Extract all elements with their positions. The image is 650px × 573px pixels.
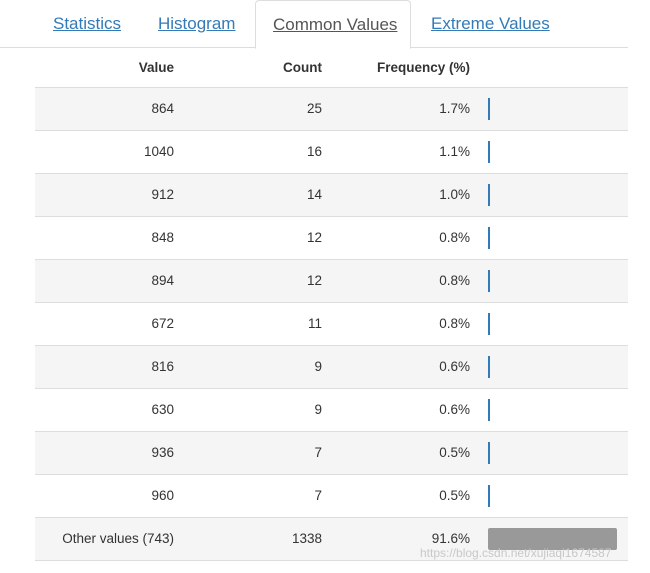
- count-cell: 7: [314, 445, 322, 460]
- frequency-cell: 0.6%: [439, 402, 470, 417]
- tab-common-values[interactable]: Common Values: [255, 0, 411, 49]
- frequency-bar: [488, 98, 490, 120]
- value-cell: 912: [151, 187, 174, 202]
- watermark: https://blog.csdn.net/xujiaqi1674587: [420, 546, 612, 560]
- table-row-other: Other values (743) 1338 91.6%: [35, 518, 628, 561]
- frequency-cell: 0.5%: [439, 445, 470, 460]
- count-cell: 14: [306, 187, 322, 202]
- table-row: 672 11 0.8%: [35, 303, 628, 346]
- value-cell: 894: [151, 273, 174, 288]
- frequency-cell: 0.8%: [439, 230, 470, 245]
- frequency-cell: 0.8%: [439, 316, 470, 331]
- count-cell: 9: [314, 359, 322, 374]
- frequency-cell: 1.1%: [439, 144, 470, 159]
- frequency-bar: [488, 399, 490, 421]
- value-cell: 960: [151, 488, 174, 503]
- value-cell: 816: [151, 359, 174, 374]
- frequency-cell: 1.7%: [439, 101, 470, 116]
- header-frequency: Frequency (%): [376, 60, 470, 75]
- table-row: 960 7 0.5%: [35, 475, 628, 518]
- tab-bar: Statistics Histogram Common Values Extre…: [0, 0, 628, 49]
- tab-extreme-values[interactable]: Extreme Values: [431, 14, 550, 33]
- count-cell: 7: [314, 488, 322, 503]
- table-row: 894 12 0.8%: [35, 260, 628, 303]
- table-row: 816 9 0.6%: [35, 346, 628, 389]
- frequency-cell: 1.0%: [439, 187, 470, 202]
- table-row: 864 25 1.7%: [35, 88, 628, 131]
- table-row: 630 9 0.6%: [35, 389, 628, 432]
- count-cell: 12: [306, 273, 322, 288]
- value-cell: 848: [151, 230, 174, 245]
- count-cell: 1338: [291, 531, 322, 546]
- table-row: 848 12 0.8%: [35, 217, 628, 260]
- value-cell: 936: [151, 445, 174, 460]
- frequency-bar: [488, 184, 490, 206]
- count-cell: 9: [314, 402, 322, 417]
- value-cell: 672: [151, 316, 174, 331]
- value-cell: Other values (743): [62, 531, 174, 546]
- count-cell: 25: [306, 101, 322, 116]
- frequency-bar: [488, 485, 490, 507]
- table-row: 1040 16 1.1%: [35, 131, 628, 174]
- frequency-cell: 0.6%: [439, 359, 470, 374]
- frequency-bar: [488, 313, 490, 335]
- value-cell: 630: [151, 402, 174, 417]
- frequency-bar: [488, 356, 490, 378]
- frequency-bar: [488, 141, 490, 163]
- frequency-bar: [488, 442, 490, 464]
- tab-histogram[interactable]: Histogram: [158, 14, 236, 33]
- count-cell: 16: [306, 144, 322, 159]
- tab-statistics[interactable]: Statistics: [53, 14, 122, 33]
- frequency-cell: 0.5%: [439, 488, 470, 503]
- value-cell: 1040: [143, 144, 174, 159]
- frequency-bar: [488, 270, 490, 292]
- value-cell: 864: [151, 101, 174, 116]
- header-count: Count: [283, 60, 322, 75]
- frequency-bar: [488, 227, 490, 249]
- header-value: Value: [138, 60, 174, 75]
- frequency-cell: 0.8%: [439, 273, 470, 288]
- table-row: 912 14 1.0%: [35, 174, 628, 217]
- count-cell: 11: [307, 316, 322, 331]
- frequency-cell: 91.6%: [431, 531, 470, 546]
- frequency-bar-other: [488, 528, 617, 550]
- count-cell: 12: [306, 230, 322, 245]
- common-values-table: Value Count Frequency (%) 864 25 1.7% 10…: [35, 49, 628, 561]
- table-row: 936 7 0.5%: [35, 432, 628, 475]
- table-header: Value Count Frequency (%): [35, 49, 628, 88]
